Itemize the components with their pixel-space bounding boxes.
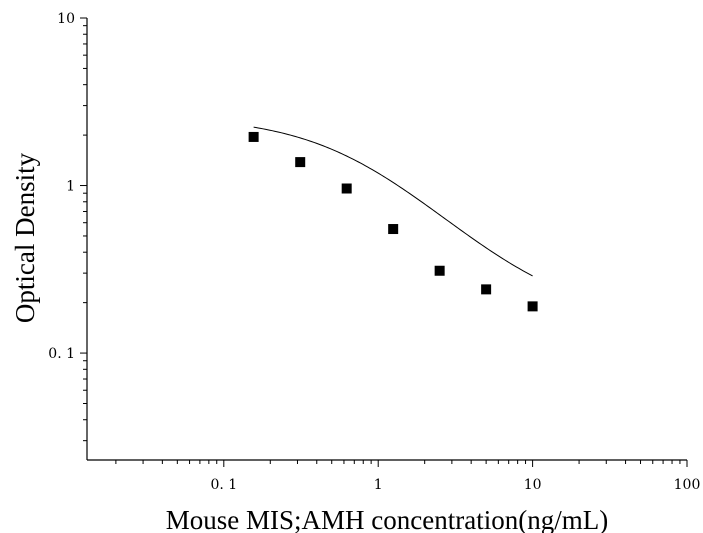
data-point (388, 224, 399, 235)
fit-curve (253, 126, 533, 277)
x-tick-label: 100 (674, 477, 701, 493)
data-points (248, 131, 538, 312)
data-point (434, 265, 445, 276)
data-point (527, 301, 538, 312)
axes: 0. 1 1 10 100 0. 1 1 10 (48, 11, 700, 493)
y-tick-label: 0. 1 (48, 346, 75, 362)
x-axis-title: Mouse MIS;AMH concentration(ng/mL) (166, 505, 608, 533)
data-point (481, 284, 492, 295)
y-tick-label: 1 (66, 179, 75, 195)
y-tick-labels: 0. 1 1 10 (48, 11, 75, 362)
x-ticks (115, 460, 688, 467)
x-tick-label: 0. 1 (210, 477, 237, 493)
x-tick-labels: 0. 1 1 10 100 (210, 477, 700, 493)
data-point (341, 183, 352, 194)
data-point (295, 157, 306, 168)
y-axis-title: Optical Density (10, 152, 40, 323)
y-ticks (80, 17, 87, 442)
data-point (248, 131, 259, 142)
x-tick-label: 10 (524, 477, 542, 493)
x-tick-label: 1 (374, 477, 383, 493)
y-tick-label: 10 (57, 11, 75, 27)
